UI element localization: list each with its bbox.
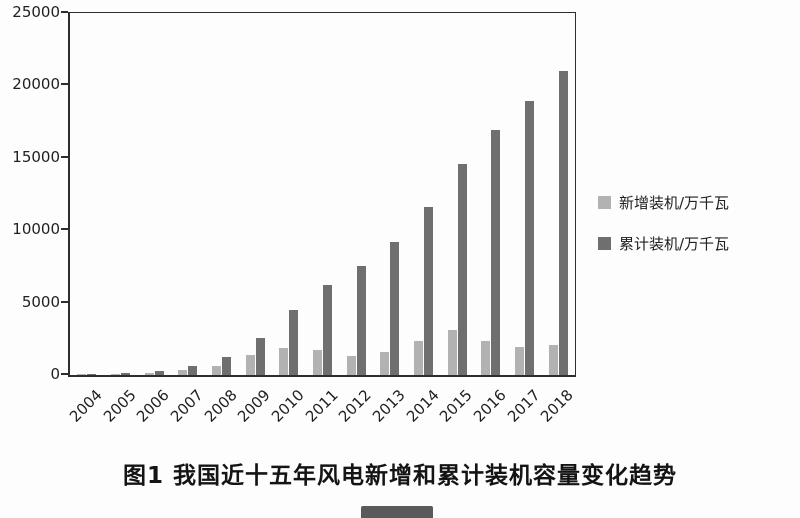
y-tick-label: 20000 [12, 75, 60, 94]
legend-item-new-capacity: 新增装机/万千瓦 [598, 192, 729, 213]
legend-swatch-new-capacity [598, 196, 611, 209]
bar-cumulative-2014 [424, 207, 433, 375]
bar-cumulative-2013 [390, 242, 399, 375]
legend-swatch-cumulative-capacity [598, 237, 611, 250]
bar-new-2014 [414, 341, 423, 375]
bar-cumulative-2007 [188, 366, 197, 375]
y-tick-mark [61, 300, 68, 303]
bar-new-2013 [380, 352, 389, 375]
bar-new-2010 [279, 348, 288, 375]
y-tick-label: 10000 [12, 220, 60, 239]
y-tick-mark [61, 373, 68, 375]
bar-cumulative-2016 [491, 130, 500, 375]
bar-cumulative-2005 [121, 373, 130, 375]
legend-label-cumulative-capacity: 累计装机/万千瓦 [619, 235, 730, 253]
legend: 新增装机/万千瓦 累计装机/万千瓦 [598, 192, 729, 254]
y-tick-mark [61, 11, 68, 13]
bar-cumulative-2012 [357, 266, 366, 375]
y-tick-label: 25000 [12, 3, 60, 21]
bar-new-2017 [515, 347, 524, 375]
bar-new-2018 [549, 345, 558, 375]
bar-new-2006 [145, 373, 154, 375]
legend-item-cumulative-capacity: 累计装机/万千瓦 [598, 233, 729, 254]
bar-cumulative-2008 [222, 357, 231, 375]
bar-cumulative-2017 [525, 101, 534, 375]
y-tick-label: 0 [50, 365, 60, 383]
bar-cumulative-2009 [256, 338, 265, 375]
bar-new-2004 [77, 374, 86, 375]
bar-cumulative-2006 [155, 371, 164, 375]
bar-cumulative-2015 [458, 164, 467, 375]
bar-new-2008 [212, 366, 221, 375]
bar-new-2016 [481, 341, 490, 375]
legend-label-new-capacity: 新增装机/万千瓦 [619, 194, 730, 212]
bar-new-2011 [313, 350, 322, 375]
bar-new-2012 [347, 356, 356, 375]
bar-new-2015 [448, 330, 457, 375]
bar-new-2005 [111, 374, 120, 375]
y-tick-label: 5000 [21, 292, 60, 311]
figure-caption: 图1 我国近十五年风电新增和累计装机容量变化趋势 [122, 463, 677, 489]
bar-cumulative-2018 [559, 71, 568, 375]
y-tick-mark [61, 228, 68, 231]
plot-area [68, 12, 576, 377]
bar-cumulative-2004 [87, 374, 96, 375]
y-tick-mark [61, 83, 68, 86]
y-tick-mark [61, 155, 68, 158]
cropped-content-artifact [361, 506, 433, 518]
bar-cumulative-2011 [323, 285, 332, 375]
bar-new-2007 [178, 370, 187, 375]
y-tick-label: 15000 [12, 147, 60, 166]
bar-new-2009 [246, 355, 255, 375]
bar-cumulative-2010 [289, 310, 298, 375]
